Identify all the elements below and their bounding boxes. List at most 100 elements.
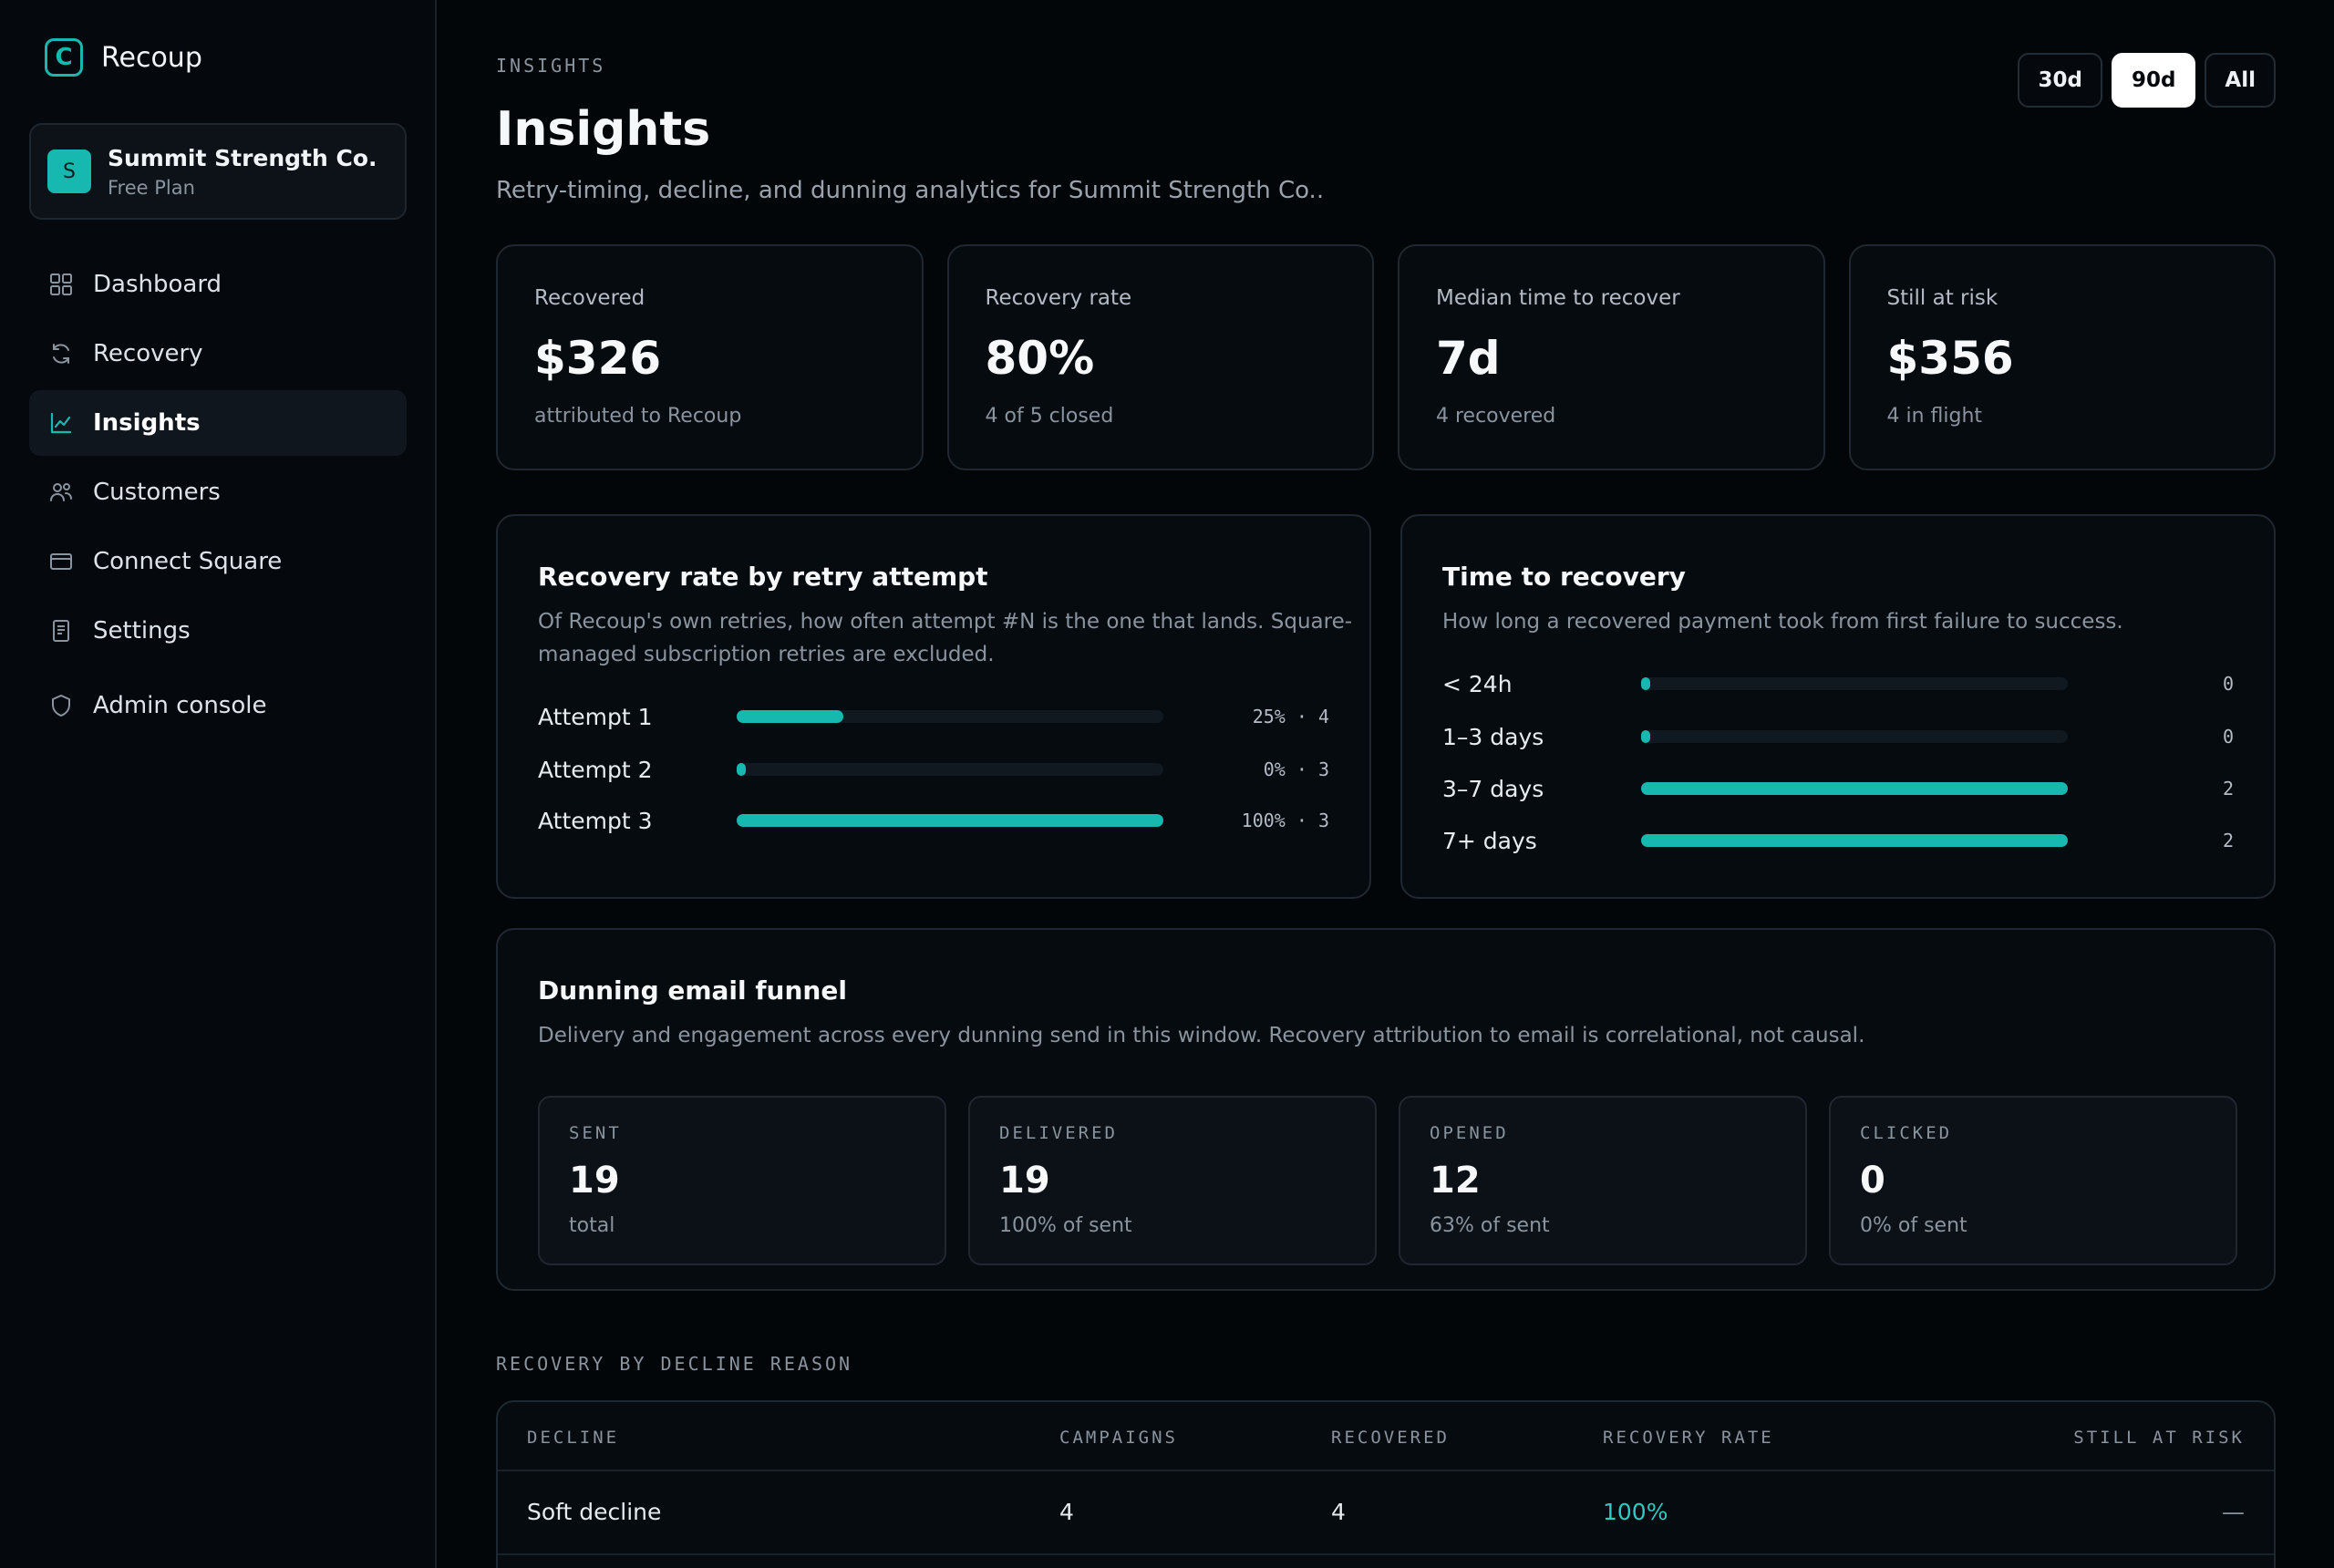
bar-track <box>737 710 1163 723</box>
bar-value: 2 <box>2222 778 2234 799</box>
column-header-decline[interactable]: DECLINE <box>527 1428 620 1448</box>
kpi-value: 80% <box>985 332 1095 385</box>
sidebar-item-admin-console[interactable]: Admin console <box>29 673 407 738</box>
bar-fill <box>1641 677 1650 690</box>
panel-description: Delivery and engagement across every dun… <box>538 1024 1865 1047</box>
bar-value: 100% · 3 <box>1241 810 1329 831</box>
column-header-still-at-risk[interactable]: STILL AT RISK <box>2073 1428 2245 1448</box>
sidebar-item-connect-square[interactable]: Connect Square <box>29 529 407 594</box>
sidebar-item-insights[interactable]: Insights <box>29 390 407 456</box>
bar-value: 2 <box>2222 830 2234 851</box>
bar-label: 7+ days <box>1442 827 1537 854</box>
funnel-label: CLICKED <box>1860 1123 1953 1143</box>
funnel-label: SENT <box>569 1123 622 1143</box>
page-title: Insights <box>496 102 711 157</box>
range-90d-button[interactable]: 90d <box>2111 53 2196 108</box>
decline-section-label: RECOVERY BY DECLINE REASON <box>496 1353 853 1375</box>
kpi-recovered: Recovered $326 attributed to Recoup <box>496 244 924 470</box>
kpi-sub: 4 in flight <box>1886 405 1983 428</box>
bar-label: < 24h <box>1442 670 1513 697</box>
org-avatar: S <box>47 150 91 193</box>
bar-fill <box>1641 834 2068 847</box>
bar-track <box>1641 834 2068 847</box>
retry-attempt-panel: Recovery rate by retry attempt Of Recoup… <box>496 514 1371 899</box>
sidebar-nav: Dashboard Recovery Insights Customers Co… <box>29 252 407 742</box>
dunning-funnel-panel: Dunning email funnel Delivery and engage… <box>496 928 2276 1291</box>
range-all-button[interactable]: All <box>2205 53 2276 108</box>
bar-fill <box>737 814 1163 827</box>
retry-row: Attempt 2 <box>538 751 653 788</box>
sidebar-item-label: Settings <box>93 617 191 645</box>
kpi-still-at-risk: Still at risk $356 4 in flight <box>1848 244 2276 470</box>
sidebar: C Recoup S Summit Strength Co. Free Plan… <box>0 0 437 1568</box>
funnel-cards: SENT 19 total DELIVERED 19 100% of sent … <box>538 1096 2237 1265</box>
bar-track <box>1641 730 2068 743</box>
sidebar-item-label: Recovery <box>93 340 203 367</box>
bar-track <box>1641 677 2068 690</box>
sidebar-item-label: Customers <box>93 479 221 506</box>
funnel-value: 12 <box>1430 1160 1481 1202</box>
sidebar-item-label: Insights <box>93 409 201 437</box>
cell-campaigns: 4 <box>1059 1499 1074 1525</box>
bar-value: 0 <box>2222 673 2234 695</box>
sidebar-item-settings[interactable]: Settings <box>29 598 407 664</box>
funnel-sub: total <box>569 1214 615 1237</box>
kpi-recovery-rate: Recovery rate 80% 4 of 5 closed <box>946 244 1374 470</box>
page-subtitle: Retry-timing, decline, and dunning analy… <box>496 177 1325 204</box>
table-row[interactable]: Soft decline 4 4 100% — <box>498 1471 2274 1555</box>
time-row: 1–3 days <box>1442 718 1544 755</box>
bar-fill <box>1641 730 1650 743</box>
sidebar-item-dashboard[interactable]: Dashboard <box>29 252 407 317</box>
bar-label: 1–3 days <box>1442 723 1544 750</box>
brand[interactable]: C Recoup <box>45 38 202 77</box>
column-header-campaigns[interactable]: CAMPAIGNS <box>1059 1428 1178 1448</box>
bar-fill <box>737 763 746 776</box>
column-header-recovered[interactable]: RECOVERED <box>1331 1428 1450 1448</box>
range-selector: 30d 90d All <box>2018 53 2276 108</box>
cell-recovery-rate: 100% <box>1603 1499 1668 1525</box>
funnel-sub: 100% of sent <box>999 1214 1132 1237</box>
column-header-recovery-rate[interactable]: RECOVERY RATE <box>1603 1428 1774 1448</box>
funnel-card-clicked: CLICKED 0 0% of sent <box>1829 1096 2237 1265</box>
bar-value: 25% · 4 <box>1252 706 1329 727</box>
table-header: DECLINE CAMPAIGNS RECOVERED RECOVERY RAT… <box>498 1402 2274 1471</box>
funnel-value: 0 <box>1860 1160 1885 1202</box>
time-row: 3–7 days <box>1442 770 1544 807</box>
bar-track <box>1641 782 2068 795</box>
kpi-median-time: Median time to recover 7d 4 recovered <box>1398 244 1825 470</box>
document-icon <box>49 619 73 643</box>
users-icon <box>49 480 73 504</box>
decline-table: DECLINE CAMPAIGNS RECOVERED RECOVERY RAT… <box>496 1400 2276 1568</box>
funnel-label: DELIVERED <box>999 1123 1118 1143</box>
time-row: 7+ days <box>1442 822 1537 859</box>
org-switcher[interactable]: S Summit Strength Co. Free Plan <box>29 123 407 220</box>
recoup-logo-icon: C <box>45 38 83 77</box>
kpi-label: Recovered <box>534 286 645 310</box>
grid-icon <box>49 273 73 296</box>
range-30d-button[interactable]: 30d <box>2018 53 2102 108</box>
kpi-label: Still at risk <box>1886 286 1998 310</box>
funnel-sub: 63% of sent <box>1430 1214 1550 1237</box>
time-to-recovery-panel: Time to recovery How long a recovered pa… <box>1400 514 2276 899</box>
funnel-card-delivered: DELIVERED 19 100% of sent <box>968 1096 1377 1265</box>
chart-line-icon <box>49 411 73 435</box>
org-name: Summit Strength Co. <box>108 144 377 171</box>
funnel-value: 19 <box>569 1160 620 1202</box>
kpi-label: Median time to recover <box>1436 286 1680 310</box>
sidebar-item-recovery[interactable]: Recovery <box>29 321 407 387</box>
time-row: < 24h <box>1442 665 1513 702</box>
kpi-sub: 4 recovered <box>1436 405 1556 428</box>
cell-still-at-risk: — <box>2222 1499 2245 1525</box>
funnel-label: OPENED <box>1430 1123 1509 1143</box>
org-plan: Free Plan <box>108 176 195 199</box>
sidebar-item-label: Admin console <box>93 692 267 719</box>
funnel-sub: 0% of sent <box>1860 1214 1967 1237</box>
kpi-sub: 4 of 5 closed <box>985 405 1114 428</box>
sidebar-item-customers[interactable]: Customers <box>29 459 407 525</box>
bar-label: 3–7 days <box>1442 775 1544 802</box>
credit-card-icon <box>49 550 73 573</box>
shield-icon <box>49 694 73 717</box>
cell-recovered: 4 <box>1331 1499 1346 1525</box>
bar-fill <box>737 710 843 723</box>
refresh-icon <box>49 342 73 366</box>
